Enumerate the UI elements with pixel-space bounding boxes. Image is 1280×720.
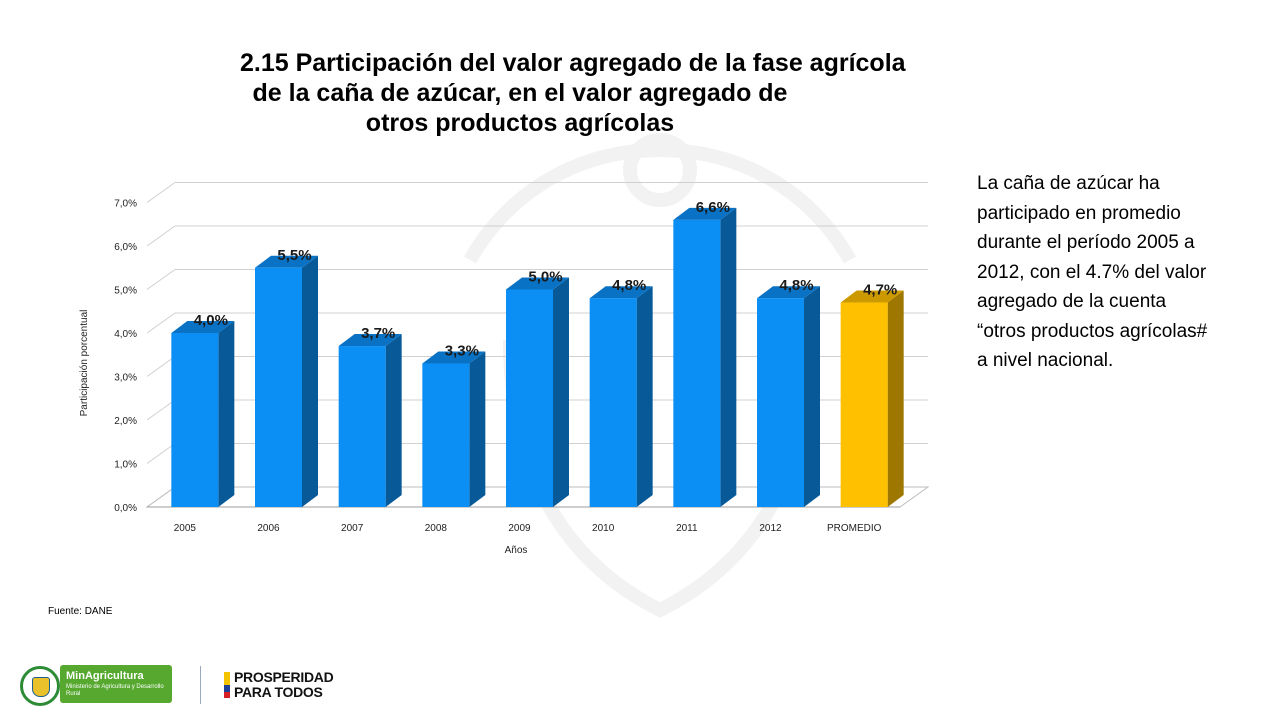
x-tick-label: 2005 xyxy=(174,523,197,534)
bar-top xyxy=(673,207,737,220)
data-label: 3,3% xyxy=(445,342,479,359)
y-tick-label: 3,0% xyxy=(114,373,137,384)
bar-side xyxy=(720,207,737,507)
bar-top xyxy=(757,286,820,299)
data-label: 4,0% xyxy=(194,312,228,329)
bar xyxy=(757,298,804,507)
bar xyxy=(422,363,470,507)
bar-side xyxy=(553,277,569,507)
gridline-depth xyxy=(146,182,176,203)
y-tick-label: 6,0% xyxy=(114,242,137,253)
gridline-depth xyxy=(146,443,176,464)
bar-side xyxy=(302,255,318,507)
bar xyxy=(171,333,219,507)
bar-side xyxy=(887,290,904,507)
y-tick-label: 0,0% xyxy=(114,503,137,514)
bar xyxy=(506,289,553,507)
y-tick-label: 1,0% xyxy=(114,460,137,471)
x-tick-label: 2007 xyxy=(341,523,364,534)
footer-logos: MinAgricultura Ministerio de Agricultura… xyxy=(18,662,358,708)
y-tick-label: 2,0% xyxy=(114,416,137,427)
gridline-depth xyxy=(146,399,176,421)
x-tick-label: PROMEDIO xyxy=(827,523,882,534)
data-label: 3,7% xyxy=(361,325,395,342)
summary-text: La caña de azúcar ha participado en prom… xyxy=(977,173,1208,371)
bar xyxy=(673,219,721,507)
bar xyxy=(255,267,302,507)
chart-title: 2.15 Participación del valor agregado de… xyxy=(240,49,906,137)
data-label: 5,5% xyxy=(277,247,311,264)
x-tick-label: 2009 xyxy=(508,523,531,534)
ministry-subtitle: Ministerio de Agricultura y Desarrollo R… xyxy=(66,684,164,697)
x-tick-label: 2012 xyxy=(759,523,782,534)
gridline-depth xyxy=(146,312,176,334)
bar xyxy=(338,346,386,507)
y-axis-title: Participación porcentual xyxy=(79,310,90,417)
x-tick-label: 2011 xyxy=(676,523,698,534)
source-note: Fuente: DANE xyxy=(48,606,113,617)
x-tick-label: 2008 xyxy=(425,523,448,534)
data-label: 4,7% xyxy=(863,282,897,299)
bar-side xyxy=(385,334,402,507)
gridline-depth xyxy=(146,269,176,290)
prosperidad-line-1: PROSPERIDAD xyxy=(234,669,334,685)
bar-side xyxy=(218,321,235,507)
ministry-logo: MinAgricultura Ministerio de Agricultura… xyxy=(60,665,172,703)
bar-side xyxy=(469,351,486,507)
coat-of-arms-seal-icon xyxy=(20,666,60,706)
logo-divider xyxy=(200,666,201,704)
gridline-depth xyxy=(146,356,176,377)
y-tick-label: 5,0% xyxy=(114,286,137,297)
prosperidad-logo: PROSPERIDAD PARA TODOS xyxy=(234,669,334,700)
data-label: 5,0% xyxy=(528,269,562,286)
data-label: 6,6% xyxy=(696,199,730,216)
x-axis-title: Años xyxy=(505,545,528,556)
data-label: 4,8% xyxy=(779,277,813,294)
bar-top xyxy=(255,255,318,268)
prosperidad-line-2: PARA TODOS xyxy=(234,684,323,700)
bar-top xyxy=(840,290,904,303)
bar xyxy=(840,302,888,507)
x-tick-label: 2010 xyxy=(592,523,615,534)
bar xyxy=(589,298,637,507)
y-tick-label: 4,0% xyxy=(114,329,137,340)
data-label: 4,8% xyxy=(612,277,646,294)
bar-side xyxy=(636,286,653,507)
bar-top xyxy=(506,277,569,290)
gridline-depth xyxy=(146,225,176,247)
bar-top xyxy=(422,351,486,364)
bar-top xyxy=(338,334,402,347)
bar-top xyxy=(589,286,653,299)
bar-side xyxy=(804,286,820,507)
colombia-flag-icon xyxy=(224,672,230,698)
bar-top xyxy=(171,321,235,333)
ministry-name: MinAgricultura xyxy=(66,670,144,682)
x-tick-label: 2006 xyxy=(257,523,280,534)
y-tick-label: 7,0% xyxy=(114,199,137,210)
